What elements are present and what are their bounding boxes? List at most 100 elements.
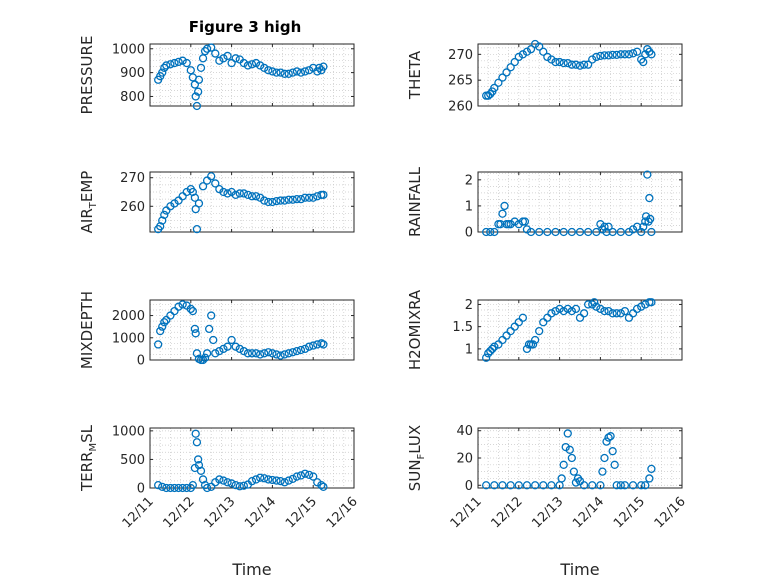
data-point [620,306,630,316]
data-point [319,190,328,200]
data-point [579,60,589,69]
data-point [193,455,203,464]
data-point [207,482,216,492]
data-point [639,57,648,67]
data-point [565,445,574,454]
data-point [200,353,210,362]
data-point [535,42,544,51]
data-point [506,220,515,229]
data-point [196,63,206,72]
data-series [482,170,656,237]
data-point [288,195,297,204]
data-point [260,63,269,72]
data-point [276,196,285,205]
data-series [154,43,328,111]
data-point [596,220,605,229]
data-point [272,350,281,359]
data-point [575,313,585,322]
x-tick-label: 12/13 [201,494,238,531]
data-point [264,197,273,207]
data-point [624,313,634,322]
axes-box [149,427,355,489]
data-point [162,206,171,215]
data-point [628,49,638,58]
data-point [632,222,642,231]
data-point [192,349,202,358]
data-point [612,50,621,59]
y-tick-label: 0 [465,226,473,241]
data-point [647,50,656,59]
data-point [596,481,605,490]
data-point [494,340,503,349]
data-point [211,349,220,358]
data-point [170,483,179,493]
data-point [641,212,651,221]
data-point [292,67,302,76]
data-point [494,78,503,87]
data-point [296,345,306,355]
y-axis-label: H2OMIXRA [406,289,424,370]
data-point [280,350,289,359]
data-point [284,195,293,204]
data-point [502,331,511,340]
y-axis-label: PRESSURE [78,36,96,115]
data-point [518,313,528,322]
data-point [256,350,265,359]
data-point [272,196,281,206]
data-point [596,51,605,61]
data-point [160,318,169,327]
grid-lines [149,44,355,106]
data-point [514,52,523,62]
data-point [551,306,560,316]
data-series [482,298,656,362]
data-point [571,304,581,314]
data-point [606,432,615,441]
data-point [559,227,568,237]
data-point [490,342,499,351]
data-point [319,482,328,492]
data-point [156,326,165,336]
grid-lines [149,428,355,489]
data-point [260,349,269,358]
data-point [604,306,613,316]
data-point [620,50,630,59]
data-point [162,483,171,493]
x-tick-label: 12/12 [161,494,198,531]
data-point [579,309,589,318]
data-point [288,68,297,77]
data-point [608,227,617,237]
data-point [162,61,171,70]
data-point [641,217,650,226]
data-point [188,187,197,197]
data-point [647,464,656,474]
data-point [628,481,638,490]
data-point [600,222,609,231]
data-point [500,201,509,211]
data-point [154,480,163,490]
data-point [247,60,257,69]
data-point [166,311,175,320]
data-point [539,318,548,327]
data-point [243,190,253,200]
data-point [588,300,597,309]
subplot-pressure: 800 900 1000 PRESSURE [78,36,355,115]
data-point [588,481,597,490]
y-tick-label: 0 [137,354,145,369]
data-point [637,55,646,64]
data-point [231,480,240,490]
data-point [219,344,228,354]
data-point [231,54,240,63]
data-point [539,47,548,56]
subplot-h2omixra: 1 1.5 2 H2OMIXRA [406,289,683,370]
data-point [641,50,650,59]
x-axis-label: Time [231,560,271,579]
y-tick-label: 20 [456,452,473,467]
subplot-rainfall: 0 1 2 RAINFALL [406,166,683,241]
data-point [268,349,277,358]
data-point [251,192,261,201]
subplot-sun-flux: 0 20 40 12/11 12/12 12/13 12/14 12/15 12/16 SUNFL… [406,424,689,579]
data-point [526,45,536,54]
data-point [526,227,536,237]
y-tick-label: 900 [120,66,145,81]
